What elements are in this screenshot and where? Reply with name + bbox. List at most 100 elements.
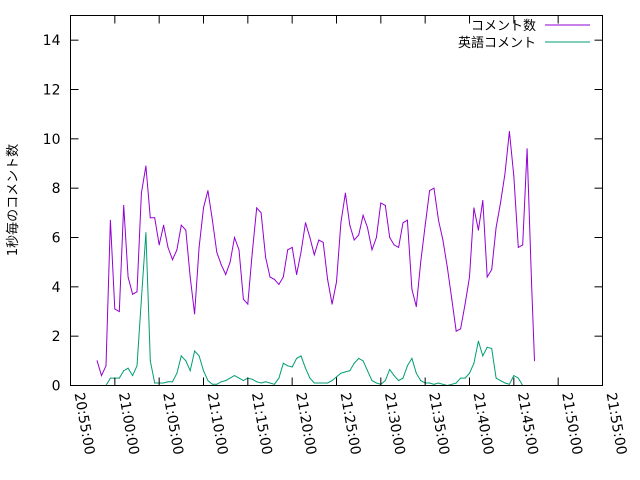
- data-point: [220, 381, 222, 383]
- data-point: [203, 370, 204, 372]
- data-point: [229, 377, 231, 379]
- data-point: [375, 237, 377, 238]
- data-point: [526, 148, 528, 150]
- data-point: [349, 224, 351, 226]
- data-point: [101, 375, 102, 377]
- data-point: [105, 365, 107, 367]
- data-point: [251, 251, 253, 253]
- legend-label: コメント数: [471, 19, 536, 34]
- data-point: [433, 383, 435, 385]
- data-point: [269, 276, 271, 278]
- data-point: [473, 207, 475, 209]
- data-point: [495, 227, 497, 229]
- data-point: [331, 303, 333, 305]
- data-point: [477, 229, 479, 231]
- data-point: [446, 266, 448, 268]
- data-point: [336, 281, 337, 283]
- data-point: [305, 222, 306, 224]
- data-point: [256, 207, 258, 209]
- data-point: [167, 381, 169, 383]
- data-point: [109, 219, 111, 221]
- data-point: [234, 237, 235, 238]
- data-point: [172, 381, 173, 383]
- data-point: [265, 381, 267, 383]
- series-layer: [96, 130, 535, 387]
- data-point: [429, 382, 431, 384]
- data-point: [508, 130, 510, 132]
- data-point: [477, 340, 479, 342]
- data-point: [140, 192, 142, 194]
- data-point: [149, 360, 151, 362]
- data-point: [482, 355, 484, 357]
- data-point: [534, 360, 535, 362]
- data-point: [424, 224, 426, 226]
- data-point: [455, 382, 457, 384]
- data-point: [127, 276, 129, 278]
- data-point: [482, 200, 484, 201]
- data-point: [154, 382, 156, 384]
- y-tick-label: 8: [52, 181, 61, 197]
- data-point: [389, 237, 391, 238]
- data-point: [420, 380, 422, 382]
- data-point: [132, 293, 134, 295]
- data-point: [180, 224, 182, 226]
- y-axis-title: 1秒毎のコメント数: [5, 144, 21, 256]
- data-point: [145, 165, 147, 167]
- data-point: [362, 214, 364, 216]
- data-point: [491, 269, 493, 271]
- data-point: [375, 382, 377, 384]
- data-point: [300, 355, 302, 357]
- data-point: [327, 382, 329, 384]
- data-point: [140, 298, 142, 300]
- data-point: [185, 360, 187, 362]
- data-point: [225, 380, 227, 382]
- data-point: [531, 283, 533, 285]
- data-point: [167, 246, 169, 248]
- data-point: [242, 380, 244, 382]
- series-1: [96, 130, 535, 378]
- data-point: [420, 261, 422, 263]
- data-point: [331, 380, 333, 382]
- data-point: [517, 377, 519, 379]
- data-point: [415, 372, 417, 374]
- data-point: [522, 244, 524, 246]
- data-point: [504, 382, 506, 384]
- data-point: [460, 328, 462, 330]
- data-point: [198, 355, 200, 357]
- data-point: [172, 259, 173, 261]
- y-tick-label: 12: [43, 83, 61, 99]
- data-point: [402, 377, 404, 379]
- data-point: [358, 357, 360, 359]
- data-point: [500, 202, 501, 204]
- data-point: [269, 382, 271, 384]
- data-point: [340, 222, 342, 224]
- data-point: [469, 276, 470, 278]
- data-point: [194, 313, 196, 315]
- data-point: [256, 381, 258, 383]
- data-point: [309, 377, 311, 379]
- data-point: [118, 311, 120, 312]
- data-point: [305, 367, 306, 369]
- data-point: [336, 376, 337, 378]
- data-point: [198, 246, 200, 248]
- data-point: [114, 308, 116, 310]
- data-point: [273, 278, 275, 280]
- data-point: [451, 298, 453, 300]
- series-2: [101, 232, 524, 387]
- data-point: [185, 229, 187, 231]
- data-point: [207, 190, 209, 192]
- data-point: [327, 278, 329, 280]
- data-point: [438, 382, 439, 384]
- data-point: [411, 288, 413, 290]
- data-point: [136, 291, 138, 293]
- data-point: [517, 246, 519, 248]
- data-point: [469, 372, 470, 374]
- data-point: [455, 330, 457, 332]
- data-point: [291, 246, 293, 248]
- data-point: [486, 346, 488, 348]
- data-point: [132, 375, 134, 377]
- data-point: [371, 249, 373, 251]
